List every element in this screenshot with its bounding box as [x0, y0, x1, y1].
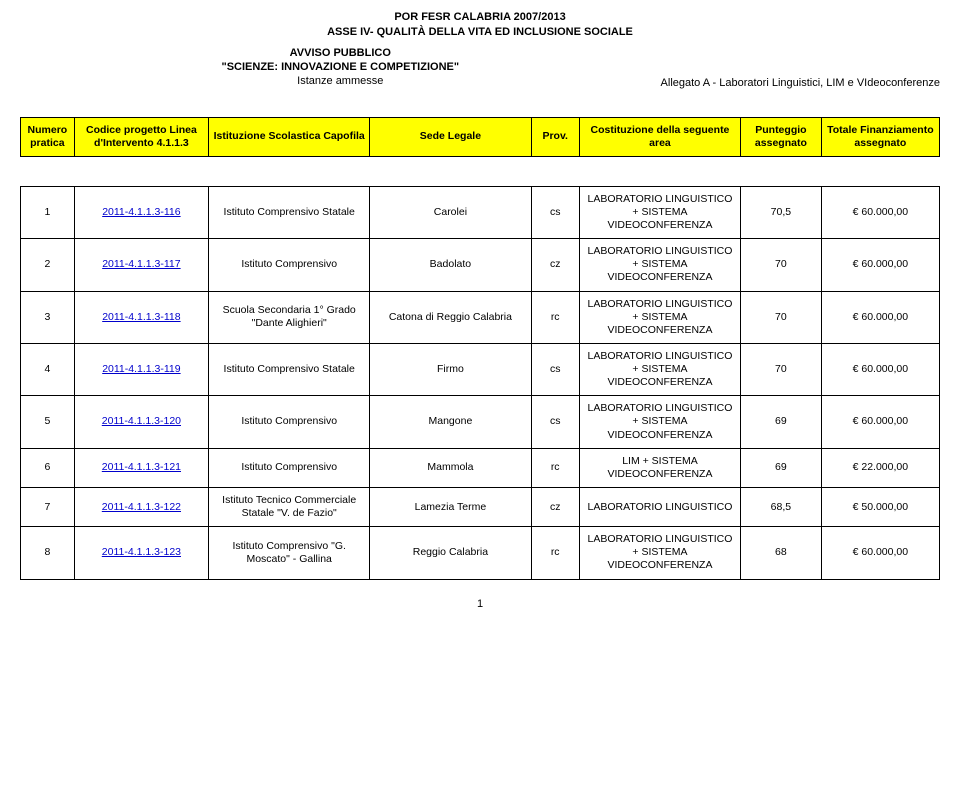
cell-tot: € 60.000,00: [821, 291, 939, 343]
table-row: 52011-4.1.1.3-120Istituto ComprensivoMan…: [21, 396, 940, 448]
cell-numero: 6: [21, 448, 75, 487]
th-totale: Totale Finanziamento assegnato: [821, 117, 939, 156]
th-punt: Punteggio assegnato: [741, 117, 822, 156]
cell-numero: 1: [21, 186, 75, 238]
cell-prov: cs: [531, 343, 579, 395]
header-line2: ASSE IV- QUALITÀ DELLA VITA ED INCLUSION…: [20, 25, 940, 40]
table-header: Numero pratica Codice progetto Linea d'I…: [21, 117, 940, 156]
cell-punt: 70,5: [741, 186, 822, 238]
cell-tot: € 60.000,00: [821, 343, 939, 395]
header-line1: POR FESR CALABRIA 2007/2013: [20, 10, 940, 25]
cell-inst: Scuola Secondaria 1° Grado "Dante Alighi…: [209, 291, 370, 343]
th-numero: Numero pratica: [21, 117, 75, 156]
table-row: 42011-4.1.1.3-119Istituto Comprensivo St…: [21, 343, 940, 395]
cell-codice[interactable]: 2011-4.1.1.3-116: [74, 186, 208, 238]
cell-punt: 70: [741, 239, 822, 291]
cell-punt: 68,5: [741, 487, 822, 526]
cell-codice[interactable]: 2011-4.1.1.3-119: [74, 343, 208, 395]
cell-numero: 3: [21, 291, 75, 343]
cell-codice[interactable]: 2011-4.1.1.3-122: [74, 487, 208, 526]
cell-numero: 4: [21, 343, 75, 395]
table-body: 12011-4.1.1.3-116Istituto Comprensivo St…: [21, 156, 940, 579]
cell-inst: Istituto Comprensivo "G. Moscato" - Gall…: [209, 527, 370, 579]
cell-prov: rc: [531, 527, 579, 579]
cell-codice[interactable]: 2011-4.1.1.3-118: [74, 291, 208, 343]
cell-cost: LABORATORIO LINGUISTICO + SISTEMA VIDEOC…: [579, 239, 740, 291]
cell-punt: 69: [741, 396, 822, 448]
cell-cost: LABORATORIO LINGUISTICO + SISTEMA VIDEOC…: [579, 186, 740, 238]
cell-codice[interactable]: 2011-4.1.1.3-117: [74, 239, 208, 291]
cell-numero: 7: [21, 487, 75, 526]
cell-tot: € 60.000,00: [821, 186, 939, 238]
th-costit: Costituzione della seguente area: [579, 117, 740, 156]
avviso-title: "SCIENZE: INNOVAZIONE E COMPETIZIONE": [20, 60, 661, 74]
cell-prov: cs: [531, 396, 579, 448]
cell-punt: 70: [741, 291, 822, 343]
cell-inst: Istituto Tecnico Commerciale Statale "V.…: [209, 487, 370, 526]
cell-prov: rc: [531, 448, 579, 487]
cell-sede: Badolato: [370, 239, 531, 291]
avviso-label: AVVISO PUBBLICO: [20, 46, 661, 60]
cell-inst: Istituto Comprensivo: [209, 448, 370, 487]
cell-sede: Mammola: [370, 448, 531, 487]
cell-inst: Istituto Comprensivo Statale: [209, 186, 370, 238]
gap-row: [21, 156, 940, 186]
cell-tot: € 50.000,00: [821, 487, 939, 526]
th-prov: Prov.: [531, 117, 579, 156]
cell-cost: LABORATORIO LINGUISTICO: [579, 487, 740, 526]
cell-inst: Istituto Comprensivo Statale: [209, 343, 370, 395]
cell-inst: Istituto Comprensivo: [209, 396, 370, 448]
cell-prov: rc: [531, 291, 579, 343]
th-sede: Sede Legale: [370, 117, 531, 156]
announcement-row: AVVISO PUBBLICO "SCIENZE: INNOVAZIONE E …: [20, 46, 940, 89]
istanze-text: Istanze ammesse: [20, 74, 661, 88]
cell-sede: Firmo: [370, 343, 531, 395]
cell-prov: cz: [531, 239, 579, 291]
table-row: 32011-4.1.1.3-118Scuola Secondaria 1° Gr…: [21, 291, 940, 343]
cell-numero: 2: [21, 239, 75, 291]
cell-sede: Catona di Reggio Calabria: [370, 291, 531, 343]
cell-cost: LABORATORIO LINGUISTICO + SISTEMA VIDEOC…: [579, 396, 740, 448]
cell-cost: LIM + SISTEMA VIDEOCONFERENZA: [579, 448, 740, 487]
cell-punt: 69: [741, 448, 822, 487]
cell-punt: 70: [741, 343, 822, 395]
doc-header: POR FESR CALABRIA 2007/2013 ASSE IV- QUA…: [20, 10, 940, 40]
allegato-text: Allegato A - Laboratori Linguistici, LIM…: [661, 77, 940, 89]
table-row: 82011-4.1.1.3-123Istituto Comprensivo "G…: [21, 527, 940, 579]
cell-codice[interactable]: 2011-4.1.1.3-121: [74, 448, 208, 487]
cell-tot: € 60.000,00: [821, 396, 939, 448]
cell-sede: Carolei: [370, 186, 531, 238]
cell-codice[interactable]: 2011-4.1.1.3-120: [74, 396, 208, 448]
page-number: 1: [20, 598, 940, 610]
cell-tot: € 60.000,00: [821, 527, 939, 579]
table-row: 62011-4.1.1.3-121Istituto ComprensivoMam…: [21, 448, 940, 487]
cell-punt: 68: [741, 527, 822, 579]
cell-codice[interactable]: 2011-4.1.1.3-123: [74, 527, 208, 579]
main-table: Numero pratica Codice progetto Linea d'I…: [20, 117, 940, 580]
cell-tot: € 60.000,00: [821, 239, 939, 291]
cell-cost: LABORATORIO LINGUISTICO + SISTEMA VIDEOC…: [579, 343, 740, 395]
cell-sede: Mangone: [370, 396, 531, 448]
cell-tot: € 22.000,00: [821, 448, 939, 487]
cell-sede: Lamezia Terme: [370, 487, 531, 526]
announcement-center: AVVISO PUBBLICO "SCIENZE: INNOVAZIONE E …: [20, 46, 661, 89]
table-row: 12011-4.1.1.3-116Istituto Comprensivo St…: [21, 186, 940, 238]
th-istituz: Istituzione Scolastica Capofila: [209, 117, 370, 156]
cell-prov: cs: [531, 186, 579, 238]
table-row: 22011-4.1.1.3-117Istituto ComprensivoBad…: [21, 239, 940, 291]
cell-sede: Reggio Calabria: [370, 527, 531, 579]
th-codice: Codice progetto Linea d'Intervento 4.1.1…: [74, 117, 208, 156]
cell-numero: 5: [21, 396, 75, 448]
cell-inst: Istituto Comprensivo: [209, 239, 370, 291]
table-row: 72011-4.1.1.3-122Istituto Tecnico Commer…: [21, 487, 940, 526]
cell-prov: cz: [531, 487, 579, 526]
cell-cost: LABORATORIO LINGUISTICO + SISTEMA VIDEOC…: [579, 527, 740, 579]
cell-cost: LABORATORIO LINGUISTICO + SISTEMA VIDEOC…: [579, 291, 740, 343]
cell-numero: 8: [21, 527, 75, 579]
